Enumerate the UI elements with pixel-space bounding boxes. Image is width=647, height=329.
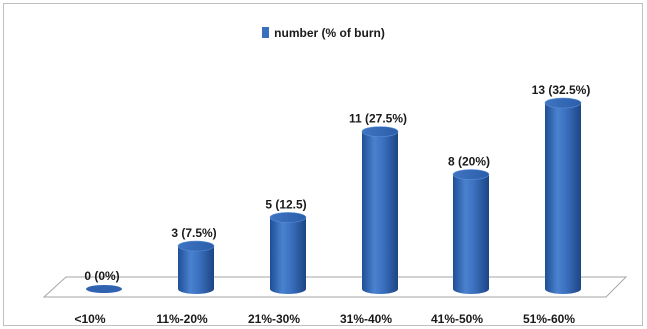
bar-body (178, 246, 214, 294)
data-label-0: 0 (0%) (84, 269, 119, 283)
bar-3 (361, 126, 399, 294)
bar-body (545, 103, 581, 294)
bar-disc (86, 285, 122, 293)
chart-floor (42, 276, 628, 298)
data-label-3: 11 (27.5%) (349, 112, 407, 126)
bar-top (269, 212, 307, 223)
bar-body (453, 174, 489, 294)
data-label-4: 8 (20%) (448, 155, 490, 169)
bar-0 (86, 285, 122, 293)
data-label-1: 3 (7.5%) (171, 226, 216, 240)
x-tick-label-0: <10% (74, 312, 105, 326)
bar-body (270, 217, 306, 294)
bar-top (361, 126, 399, 137)
bar-body (362, 131, 398, 294)
x-tick-label-1: 11%-20% (156, 312, 208, 326)
x-tick-label-3: 31%-40% (340, 312, 392, 326)
bar-1 (177, 240, 215, 294)
x-tick-label-4: 41%-50% (431, 312, 483, 326)
x-tick-label-2: 21%-30% (248, 312, 300, 326)
data-label-2: 5 (12.5) (265, 197, 306, 211)
legend: number (% of burn) (0, 26, 647, 40)
bar-top (177, 240, 215, 252)
x-tick-label-5: 51%-60% (523, 312, 575, 326)
chart-frame (3, 3, 643, 326)
bar-top (544, 97, 582, 109)
bar-4 (452, 169, 490, 294)
data-label-5: 13 (32.5%) (532, 83, 591, 97)
bar-2 (269, 212, 307, 294)
legend-label: number (% of burn) (274, 26, 385, 40)
bar-top (452, 169, 490, 180)
legend-swatch (262, 27, 270, 38)
bar-5 (544, 97, 582, 294)
